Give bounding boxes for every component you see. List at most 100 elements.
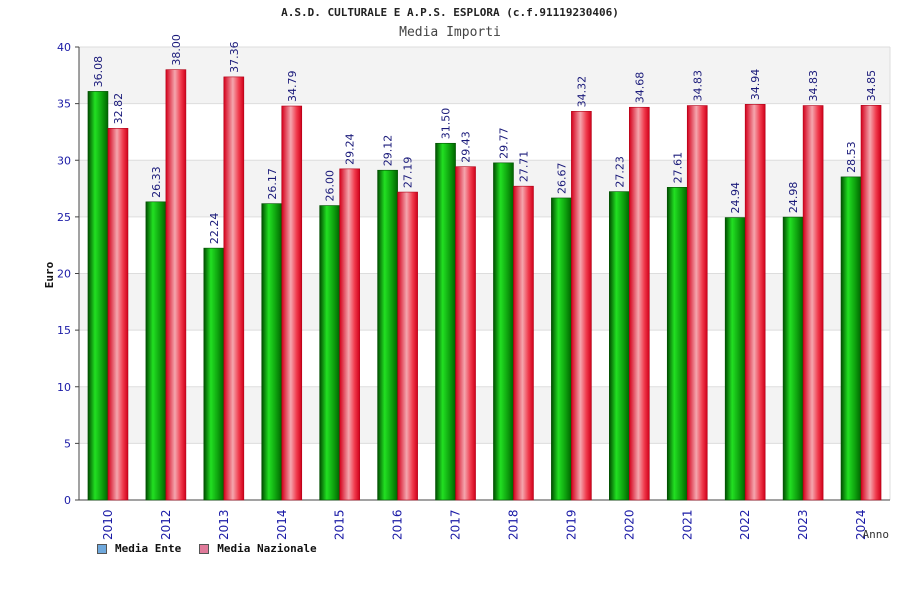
data-label: 32.82	[112, 93, 125, 125]
grid-band	[79, 273, 890, 331]
x-tick-label: 2013	[217, 509, 231, 540]
bar-media-ente	[666, 187, 688, 501]
bar-media-nazionale	[165, 69, 187, 501]
x-tick-label: 2024	[854, 509, 868, 540]
bar-media-nazionale	[281, 105, 303, 501]
data-label: 34.83	[691, 70, 704, 102]
bar-media-nazionale	[744, 104, 766, 501]
bar-media-nazionale	[339, 168, 360, 501]
chart-subtitle: Media Importi	[399, 25, 501, 40]
y-tick-label: 25	[57, 211, 71, 224]
bar-media-nazionale	[571, 111, 592, 501]
bar-media-ente	[493, 162, 514, 501]
data-label: 38.00	[170, 34, 183, 66]
x-tick-label: 2020	[622, 509, 636, 540]
y-tick-label: 20	[57, 268, 71, 281]
value-labels: 36.08 32.82 26.33 38.00 22.24 37.36 26.17 34.79…	[92, 34, 878, 244]
x-tick-label: 2014	[275, 509, 289, 540]
bar-media-ente	[782, 216, 804, 501]
bar-media-nazionale	[686, 105, 708, 501]
data-label: 26.00	[324, 170, 337, 202]
data-label: 31.50	[440, 108, 453, 140]
data-label: 29.77	[497, 127, 510, 159]
x-tick-label: 2012	[159, 509, 173, 540]
bar-media-nazionale	[629, 106, 650, 501]
grid-band	[79, 103, 890, 161]
bar-media-ente	[319, 205, 340, 501]
data-label: 34.32	[575, 76, 588, 108]
data-label: 26.33	[150, 166, 163, 198]
data-label: 22.24	[208, 213, 221, 245]
bars	[87, 69, 882, 501]
grid-band	[79, 160, 890, 217]
data-label: 34.83	[807, 70, 820, 102]
legend-label: Media Ente	[115, 542, 182, 555]
data-label: 24.98	[787, 182, 800, 214]
bar-media-ente	[609, 191, 630, 501]
legend-label: Media Nazionale	[217, 542, 317, 555]
x-tick-label: 2021	[680, 509, 694, 540]
bar-media-nazionale	[223, 76, 245, 501]
bar-media-ente	[724, 217, 746, 501]
x-tick-label: 2022	[738, 509, 752, 540]
y-axis: 0 5 10 15 20 25 30 35 40	[57, 41, 80, 507]
x-axis: 2010 2012 2013 2014 2015 2016 2017 2018 2019 2020…	[79, 499, 890, 540]
x-tick-label: 2015	[333, 509, 347, 540]
grid-band	[79, 216, 890, 274]
x-tick-label: 2010	[101, 509, 115, 540]
bar-media-nazionale	[802, 105, 824, 501]
data-label: 29.24	[344, 133, 357, 165]
data-label: 29.43	[460, 131, 473, 163]
bar-media-nazionale	[397, 191, 418, 501]
bar-media-nazionale	[513, 185, 534, 501]
x-tick-label: 2018	[506, 509, 520, 540]
data-label: 34.94	[749, 69, 762, 101]
legend-swatch	[199, 543, 210, 554]
y-tick-label: 5	[64, 437, 71, 450]
data-label: 26.17	[266, 168, 279, 200]
x-tick-label: 2017	[449, 509, 463, 540]
data-label: 28.53	[845, 141, 858, 173]
data-label: 27.19	[402, 157, 415, 189]
bar-media-ente	[261, 203, 283, 501]
data-label: 34.79	[286, 71, 299, 103]
data-label: 27.23	[613, 156, 626, 188]
data-label: 29.12	[382, 135, 395, 167]
legend-swatch	[97, 543, 107, 554]
y-tick-label: 10	[57, 381, 71, 394]
bar-media-ente	[377, 169, 398, 501]
data-label: 27.71	[517, 151, 530, 183]
bar-media-nazionale	[455, 166, 476, 501]
x-axis-title: Anno	[863, 528, 890, 541]
y-tick-label: 40	[57, 41, 71, 54]
bar-media-nazionale	[107, 128, 129, 501]
x-tick-label: 2016	[391, 509, 405, 540]
data-label: 36.08	[92, 56, 105, 88]
data-label: 26.67	[555, 162, 568, 194]
bar-media-ente	[840, 176, 862, 501]
bar-media-ente	[551, 197, 572, 501]
y-tick-label: 30	[57, 154, 71, 167]
data-label: 27.61	[671, 152, 684, 184]
grid-band	[79, 47, 890, 104]
chart-title: A.S.D. CULTURALE E A.P.S. ESPLORA (c.f.9…	[281, 6, 619, 19]
y-tick-label: 15	[57, 324, 71, 337]
legend-item-media-ente: Media Ente	[97, 542, 181, 555]
x-tick-label: 2019	[564, 509, 578, 540]
x-tick-label: 2023	[796, 509, 810, 540]
grid-band	[79, 386, 890, 444]
legend: Media Ente Media Nazionale	[97, 542, 317, 555]
y-tick-label: 35	[57, 98, 71, 111]
data-label: 37.36	[228, 41, 241, 73]
data-label: 24.94	[729, 182, 742, 214]
bar-media-ente	[203, 247, 225, 501]
y-tick-label: 0	[64, 494, 71, 507]
bar-media-ente	[87, 91, 109, 501]
bar-media-nazionale	[860, 105, 882, 501]
grid-band	[79, 443, 890, 500]
legend-item-media-nazionale: Media Nazionale	[199, 542, 317, 555]
y-axis-title: Euro	[43, 261, 56, 288]
bar-media-ente	[435, 142, 456, 501]
bar-media-ente	[145, 201, 167, 501]
